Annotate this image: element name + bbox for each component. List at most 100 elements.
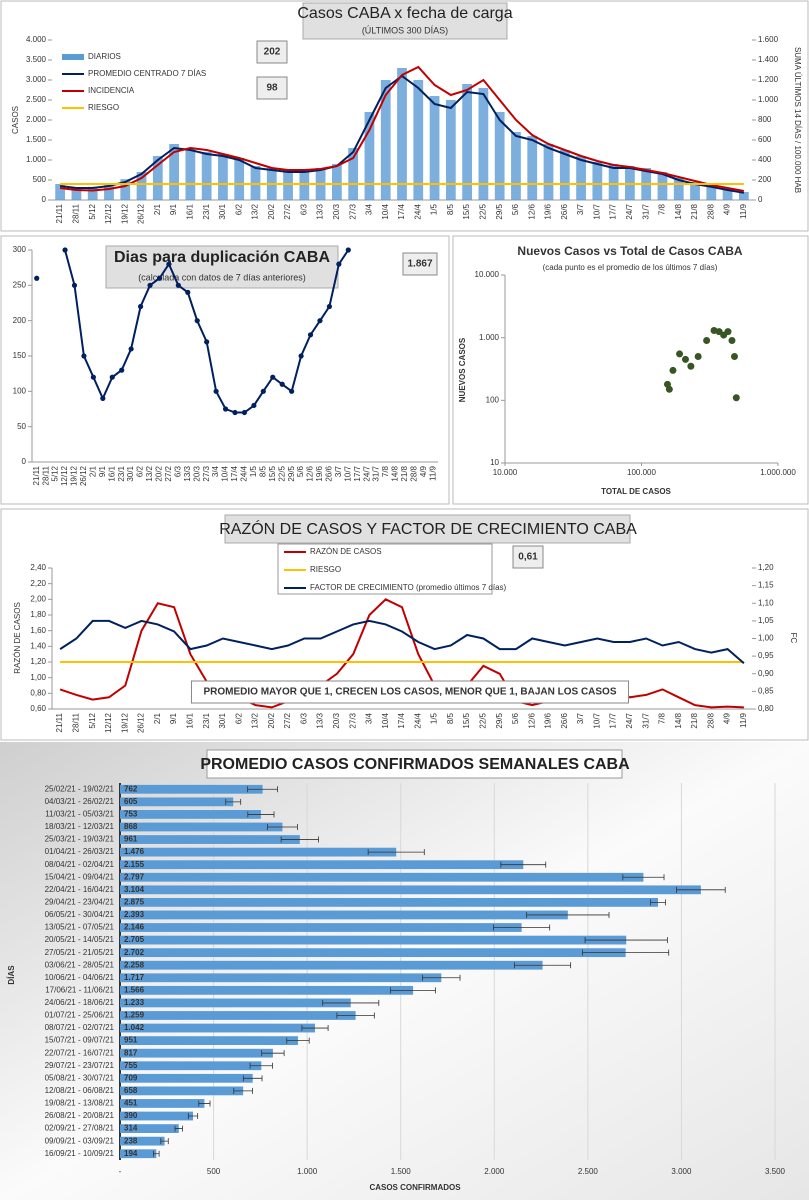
value-label: 658 <box>124 1086 138 1095</box>
error-bar <box>367 849 425 856</box>
bar <box>120 1048 273 1058</box>
y2-tick-label: 0 <box>758 195 763 204</box>
value-label: 2.797 <box>124 872 145 881</box>
bar <box>120 797 234 807</box>
legend-swatch <box>62 54 84 60</box>
marker <box>34 275 40 281</box>
y-tick-label: 2.000 <box>26 115 47 124</box>
y-tick-label: 200 <box>13 316 27 325</box>
bar <box>234 158 245 200</box>
chart-subtitle: (ÚLTIMOS 300 DÍAS) <box>362 25 448 35</box>
bar <box>120 872 644 882</box>
y-axis-label: DÍAS <box>7 965 16 985</box>
bar <box>136 172 147 200</box>
marker <box>345 247 351 253</box>
y-tick-label: 17/06/21 - 11/06/21 <box>45 985 114 994</box>
x-tick-label: 2.000 <box>484 1167 505 1176</box>
bar <box>120 1086 244 1096</box>
x-tick-label: 12/12 <box>104 712 113 733</box>
y-tick-label: 10/06/21 - 04/06/21 <box>45 973 115 982</box>
x-tick-label: 3/4 <box>365 203 374 215</box>
chart-title: PROMEDIO CASOS CONFIRMADOS SEMANALES CAB… <box>200 756 630 773</box>
x-tick-label: 26/12 <box>137 203 146 224</box>
bar <box>120 1073 253 1083</box>
error-bar <box>322 999 380 1006</box>
x-tick-label: 24/7 <box>625 712 634 728</box>
y-axis-label: RAZÓN DE CASOS <box>13 602 22 674</box>
marker <box>185 289 191 295</box>
bar <box>413 80 424 200</box>
x-tick-label: 29/5 <box>287 465 296 481</box>
y-tick-label: 22/04/21 - 16/04/21 <box>45 885 115 894</box>
title-box <box>302 2 508 40</box>
x-tick-label: 22/5 <box>479 712 488 728</box>
value-label: 2.875 <box>124 897 145 906</box>
point <box>730 353 738 361</box>
x-tick-label: 21/11 <box>32 465 41 485</box>
bar <box>120 835 300 844</box>
y-tick-label: 100 <box>486 395 500 404</box>
x-tick-label: 8/5 <box>258 465 267 477</box>
bar <box>120 973 442 983</box>
y-tick-label: 29/04/21 - 23/04/21 <box>45 897 115 906</box>
x-tick-label: 10.000 <box>493 468 518 477</box>
x-tick-label: 15/5 <box>268 465 277 481</box>
x-tick-label: 27/2 <box>164 465 173 481</box>
bar <box>120 998 351 1008</box>
title-box <box>105 245 339 289</box>
chart-subtitle: (cada punto es el promedio de los último… <box>543 263 718 272</box>
x-tick-label: 27/2 <box>283 203 292 219</box>
marker <box>222 406 229 412</box>
bar <box>87 186 98 200</box>
x-tick-label: 6/3 <box>299 203 308 215</box>
x-tick-label: 5/6 <box>511 203 520 215</box>
y-tick-label: 0 <box>42 195 47 204</box>
y2-tick-label: 0,90 <box>758 669 774 678</box>
y-tick-label: 29/07/21 - 23/07/21 <box>45 1061 115 1070</box>
annotation: PROMEDIO MAYOR QUE 1, CRECEN LOS CASOS, … <box>203 687 616 698</box>
bar <box>120 1036 298 1046</box>
x-tick-label: 10/4 <box>381 203 390 219</box>
y-tick-label: 25/02/21 - 19/02/21 <box>45 784 115 793</box>
x-tick-label: 24/4 <box>413 203 422 219</box>
x-tick-label: 11/9 <box>739 712 748 728</box>
x-tick-label: 20/2 <box>155 465 164 481</box>
x-tick-label: - <box>119 1167 122 1176</box>
error-bar <box>261 1050 285 1057</box>
error-bar <box>390 987 436 994</box>
x-tick-label: 17/7 <box>609 712 618 728</box>
y-axis-label: CASOS <box>11 106 20 134</box>
y-tick-label: 50 <box>17 422 26 431</box>
x-tick-label: 8/5 <box>446 712 455 724</box>
x-tick-label: 29/5 <box>495 712 504 728</box>
value-label: 2.146 <box>124 923 145 932</box>
bar <box>673 178 684 200</box>
x-tick-label: 30/1 <box>218 203 227 219</box>
y-tick-label: 500 <box>33 175 47 184</box>
y-tick-label: 08/07/21 - 02/07/21 <box>45 1023 115 1032</box>
x-tick-label: 28/8 <box>410 465 419 481</box>
bar <box>120 1111 193 1121</box>
y-tick-label: 22/07/21 - 16/07/21 <box>45 1048 115 1057</box>
value-label: 868 <box>124 822 138 831</box>
point <box>724 328 732 336</box>
marker <box>175 282 181 288</box>
value-label: 1.717 <box>124 973 145 982</box>
y-tick-label: 1,20 <box>30 657 46 666</box>
x-tick-label: 2.500 <box>578 1167 599 1176</box>
series-line <box>59 65 745 192</box>
bar <box>690 182 700 200</box>
y-tick-label: 2,40 <box>30 563 46 572</box>
marker <box>251 402 257 409</box>
title-box <box>206 749 623 779</box>
bar <box>120 860 524 870</box>
x-tick-label: 31/7 <box>641 712 650 728</box>
y-tick-label: 25/03/21 - 19/03/21 <box>45 835 115 844</box>
y-tick-label: 26/08/21 - 20/08/21 <box>45 1111 115 1120</box>
x-tick-label: 4/9 <box>723 203 732 215</box>
x-tick-label: 14/8 <box>391 465 400 481</box>
y-tick-label: 02/09/21 - 27/08/21 <box>45 1124 115 1133</box>
value-label: 2.155 <box>124 860 145 869</box>
y-axis-label: NUEVOS CASOS <box>458 337 467 402</box>
x-tick-label: 4/9 <box>419 465 428 477</box>
